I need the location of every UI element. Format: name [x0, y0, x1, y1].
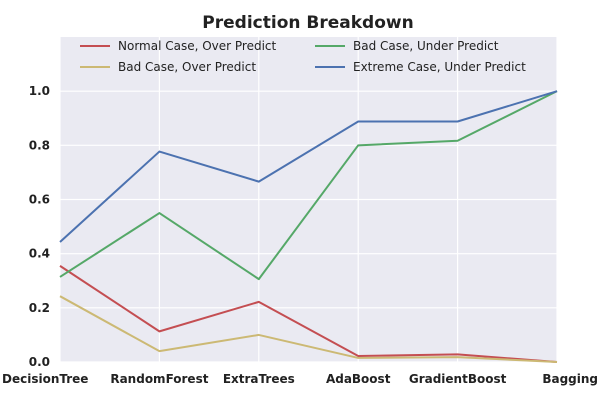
legend-label: Normal Case, Over Predict: [118, 39, 277, 53]
chart-title: Prediction Breakdown: [202, 13, 413, 33]
grid-lines: [59, 37, 558, 363]
y-tick-label: 0.2: [29, 301, 50, 315]
y-tick-label: 0.0: [29, 355, 50, 369]
series-line: [59, 295, 558, 363]
x-axis-ticks: DecisionTree RandomForest ExtraTrees AdaBoo…: [2, 372, 598, 386]
series-line: [59, 265, 558, 363]
x-tick-label: AdaBoost: [326, 372, 391, 386]
y-tick-label: 1.0: [29, 84, 50, 98]
y-axis-ticks: 0.0 0.2 0.4 0.6 0.8 1.0: [29, 84, 50, 369]
x-tick-label: RandomForest: [110, 372, 208, 386]
series-line: [59, 90, 558, 243]
x-tick-label: DecisionTree: [2, 372, 88, 386]
y-tick-label: 0.6: [29, 193, 50, 207]
legend-label: Bad Case, Under Predict: [353, 39, 499, 53]
x-tick-label: Bagging: [542, 372, 598, 386]
legend-label: Bad Case, Over Predict: [118, 60, 256, 74]
y-tick-label: 0.8: [29, 138, 50, 152]
legend-label: Extreme Case, Under Predict: [353, 60, 526, 74]
x-tick-label: GradientBoost: [409, 372, 507, 386]
series-lines: [59, 90, 558, 363]
series-line: [59, 90, 558, 281]
y-tick-label: 0.4: [29, 247, 50, 261]
legend: Normal Case, Over Predict Bad Case, Over …: [80, 39, 526, 74]
x-tick-label: ExtraTrees: [223, 372, 295, 386]
